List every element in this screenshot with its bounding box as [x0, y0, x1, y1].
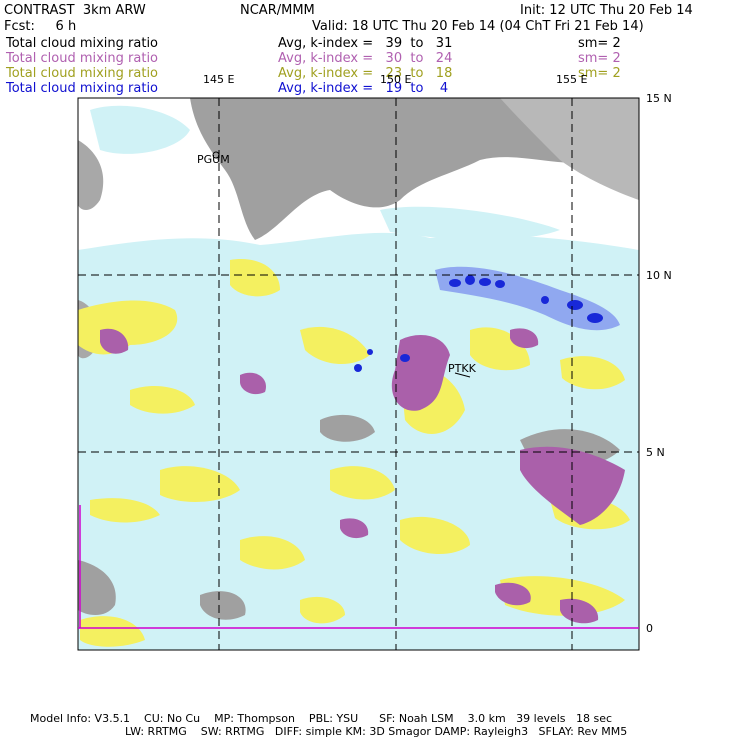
legend-stat-4: Avg, k-index = 19 to 4 — [278, 81, 449, 96]
legend-label-2: Total cloud mixing ratio — [6, 51, 159, 66]
yellow-region-16 — [300, 596, 345, 624]
violet-region-7 — [560, 598, 599, 624]
yellow-region-11 — [500, 576, 625, 616]
yellow-region-2 — [160, 466, 240, 502]
yellow-region-3 — [90, 498, 160, 523]
violet-region-2 — [520, 446, 625, 525]
legend-stat-2: Avg, k-index = 30 to 24 — [278, 51, 453, 66]
lon-label-155: 155 E — [556, 73, 588, 86]
yellow-region-5 — [300, 326, 370, 365]
lat-label-10n: 10 N — [646, 269, 672, 282]
legend-sm-1: sm= 2 — [578, 36, 621, 51]
lon-label-150: 150 E — [380, 73, 412, 86]
lat-lon-grid — [78, 97, 639, 650]
model-title: CONTRAST 3km ARW — [4, 3, 146, 18]
init-time: Init: 12 UTC Thu 20 Feb 14 — [520, 3, 693, 18]
lat-label-0: 0 — [646, 622, 653, 635]
gray-region-southwest — [78, 560, 116, 615]
violet-region-1 — [391, 335, 450, 411]
forecast-hour: Fcst: 6 h — [4, 19, 77, 34]
lat-label-15n: 15 N — [646, 92, 672, 105]
model-info-line-1: Model Info: V3.5.1 CU: No Cu MP: Thompso… — [30, 712, 613, 725]
legend-sm-3: sm= 2 — [578, 66, 621, 81]
gray-region-south — [200, 414, 375, 620]
violet-region-6 — [495, 582, 531, 606]
gray-region-north — [190, 98, 608, 240]
model-info-line-2: LW: RRTMG SW: RRTMG DIFF: simple KM: 3D … — [125, 725, 628, 738]
violet-region-4 — [240, 372, 266, 395]
gray-region-west-1 — [78, 140, 104, 210]
organization: NCAR/MMM — [240, 3, 315, 18]
lat-label-5n: 5 N — [646, 446, 665, 459]
valid-time: Valid: 18 UTC Thu 20 Feb 14 (04 ChT Fri … — [312, 19, 644, 34]
violet-region-3 — [100, 328, 129, 354]
violet-region-5 — [510, 328, 539, 349]
station-marker-pgum — [212, 151, 220, 159]
legend-label-4: Total cloud mixing ratio — [6, 81, 159, 96]
station-marker-ptkk — [454, 372, 471, 378]
blue-dark-cells — [354, 275, 603, 372]
lon-label-145: 145 E — [203, 73, 235, 86]
legend-label-1: Total cloud mixing ratio — [6, 36, 159, 51]
legend-stat-3: Avg, k-index = 23 to 18 — [278, 66, 453, 81]
yellow-region-9 — [330, 466, 395, 500]
gray-region-northeast — [500, 98, 639, 200]
legend-stat-1: Avg, k-index = 39 to 31 — [278, 36, 453, 51]
yellow-region-7 — [230, 259, 280, 297]
violet-region-8 — [340, 518, 369, 539]
legend-label-3: Total cloud mixing ratio — [6, 66, 159, 81]
yellow-region-15 — [80, 616, 145, 647]
yellow-region-4 — [240, 536, 305, 570]
station-label-pgum: PGUM — [197, 153, 230, 166]
yellow-region-10 — [400, 516, 470, 555]
legend-sm-2: sm= 2 — [578, 51, 621, 66]
station-label-ptkk: PTKK — [448, 362, 476, 375]
yellow-region-14 — [130, 385, 195, 414]
yellow-region-13 — [560, 356, 625, 390]
